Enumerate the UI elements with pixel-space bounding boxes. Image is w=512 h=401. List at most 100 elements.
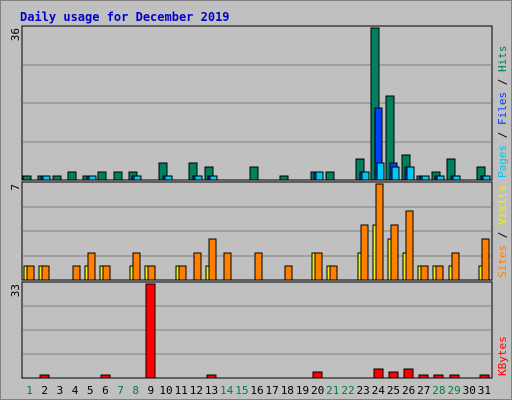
bar-sites-day-14 bbox=[223, 252, 232, 281]
bar-sites-day-28 bbox=[435, 265, 444, 281]
bar-pages-day-23 bbox=[361, 171, 370, 181]
bar-pages-day-29 bbox=[452, 175, 461, 181]
legend-entry: / bbox=[496, 72, 509, 92]
bar-sites-day-24 bbox=[375, 183, 384, 281]
day-label-27: 27 bbox=[417, 384, 430, 397]
day-label-16: 16 bbox=[250, 384, 263, 397]
day-label-8: 8 bbox=[132, 384, 139, 397]
day-label-14: 14 bbox=[220, 384, 234, 397]
bar-sites-day-2 bbox=[41, 265, 50, 281]
day-label-10: 10 bbox=[159, 384, 172, 397]
bar-pages-day-27 bbox=[421, 175, 430, 181]
bar-kbytes-day-13 bbox=[206, 374, 217, 379]
bar-kbytes-day-24 bbox=[373, 368, 384, 379]
bar-pages-day-13 bbox=[209, 175, 218, 181]
day-label-24: 24 bbox=[372, 384, 386, 397]
panel-legend: Pages / Files / Hits bbox=[496, 46, 509, 179]
bar-kbytes-day-20 bbox=[312, 371, 323, 379]
panel-visits-sites: 7 Sites / Visits bbox=[9, 181, 509, 281]
legend-entry: KBytes bbox=[496, 336, 509, 376]
day-label-18: 18 bbox=[281, 384, 294, 397]
panel-kbytes: 33 KBytes bbox=[9, 281, 509, 379]
bar-hits-day-7 bbox=[113, 171, 123, 181]
day-label-7: 7 bbox=[117, 384, 124, 397]
bar-pages-day-31 bbox=[482, 175, 491, 181]
bar-pages-day-2 bbox=[42, 175, 51, 181]
day-label-30: 30 bbox=[463, 384, 476, 397]
legend-entry: / bbox=[496, 225, 509, 245]
day-label-1: 1 bbox=[26, 384, 33, 397]
y-max-label: 7 bbox=[9, 184, 22, 191]
day-label-2: 2 bbox=[41, 384, 48, 397]
day-label-17: 17 bbox=[266, 384, 279, 397]
bar-pages-day-26 bbox=[406, 166, 415, 181]
bar-hits-day-4 bbox=[67, 171, 77, 181]
bar-pages-day-8 bbox=[133, 175, 142, 181]
legend-entry: Hits bbox=[496, 46, 509, 73]
bar-kbytes-day-26 bbox=[403, 368, 414, 379]
bar-sites-day-11 bbox=[178, 265, 187, 281]
bar-kbytes-day-27 bbox=[418, 374, 429, 379]
bar-kbytes-day-6 bbox=[100, 374, 111, 379]
day-labels: 1 2 3 4 5 6 7 8 9 10 11 12 13 14 15 16 17 18 19 20 21 22 23 24 2… bbox=[26, 384, 491, 397]
bar-pages-day-20 bbox=[315, 171, 324, 181]
day-label-21: 21 bbox=[326, 384, 339, 397]
chart-panels: 36 Pages / Files / Hits 7 Sites / Visits 33 K… bbox=[9, 25, 509, 379]
legend-entry: Visits bbox=[496, 185, 509, 225]
bar-hits-day-3 bbox=[52, 175, 62, 181]
day-label-25: 25 bbox=[387, 384, 400, 397]
day-label-23: 23 bbox=[357, 384, 370, 397]
bar-hits-day-21 bbox=[325, 171, 335, 181]
panel-legend: Sites / Visits bbox=[496, 185, 509, 278]
legend-entry: Sites bbox=[496, 245, 509, 278]
bar-sites-day-16 bbox=[254, 252, 263, 281]
series-pages bbox=[42, 162, 491, 181]
series-kbytes bbox=[39, 283, 490, 379]
bar-hits-day-1 bbox=[22, 175, 32, 181]
day-label-31: 31 bbox=[478, 384, 491, 397]
bar-sites-day-27 bbox=[420, 265, 429, 281]
day-label-9: 9 bbox=[148, 384, 155, 397]
series-sites bbox=[26, 183, 490, 281]
bar-kbytes-day-9 bbox=[145, 283, 156, 379]
day-label-5: 5 bbox=[87, 384, 94, 397]
day-label-12: 12 bbox=[190, 384, 203, 397]
bar-sites-day-31 bbox=[481, 238, 490, 281]
bar-sites-day-26 bbox=[405, 210, 414, 281]
bar-sites-day-6 bbox=[102, 265, 111, 281]
bar-kbytes-day-31 bbox=[479, 374, 490, 379]
y-max-label: 36 bbox=[9, 28, 22, 41]
bar-sites-day-4 bbox=[72, 265, 81, 281]
bar-sites-day-21 bbox=[329, 265, 338, 281]
bar-sites-day-25 bbox=[390, 224, 399, 281]
bar-sites-day-18 bbox=[284, 265, 293, 281]
legend-entry: / bbox=[496, 125, 509, 145]
bar-sites-day-12 bbox=[193, 252, 202, 281]
day-label-4: 4 bbox=[72, 384, 79, 397]
bar-kbytes-day-29 bbox=[449, 374, 460, 379]
panel-hits-files-pages: 36 Pages / Files / Hits bbox=[9, 25, 509, 181]
day-label-26: 26 bbox=[402, 384, 415, 397]
legend-entry: Pages bbox=[496, 145, 509, 178]
bar-pages-day-24 bbox=[376, 162, 385, 181]
bar-sites-day-1 bbox=[26, 265, 35, 281]
chart-title: Daily usage for December 2019 bbox=[20, 10, 230, 24]
bar-hits-day-6 bbox=[97, 171, 107, 181]
bar-pages-day-5 bbox=[88, 175, 97, 181]
bar-kbytes-day-25 bbox=[388, 371, 399, 379]
day-label-11: 11 bbox=[175, 384, 188, 397]
bar-sites-day-9 bbox=[147, 265, 156, 281]
day-label-22: 22 bbox=[341, 384, 354, 397]
bar-sites-day-23 bbox=[360, 224, 369, 281]
day-label-29: 29 bbox=[447, 384, 460, 397]
bar-hits-day-18 bbox=[279, 175, 289, 181]
day-label-6: 6 bbox=[102, 384, 109, 397]
bar-kbytes-day-2 bbox=[39, 374, 50, 379]
bar-sites-day-20 bbox=[314, 252, 323, 281]
bar-kbytes-day-28 bbox=[433, 374, 444, 379]
legend-entry: Files bbox=[496, 92, 509, 125]
bar-sites-day-29 bbox=[451, 252, 460, 281]
bar-pages-day-28 bbox=[436, 175, 445, 181]
